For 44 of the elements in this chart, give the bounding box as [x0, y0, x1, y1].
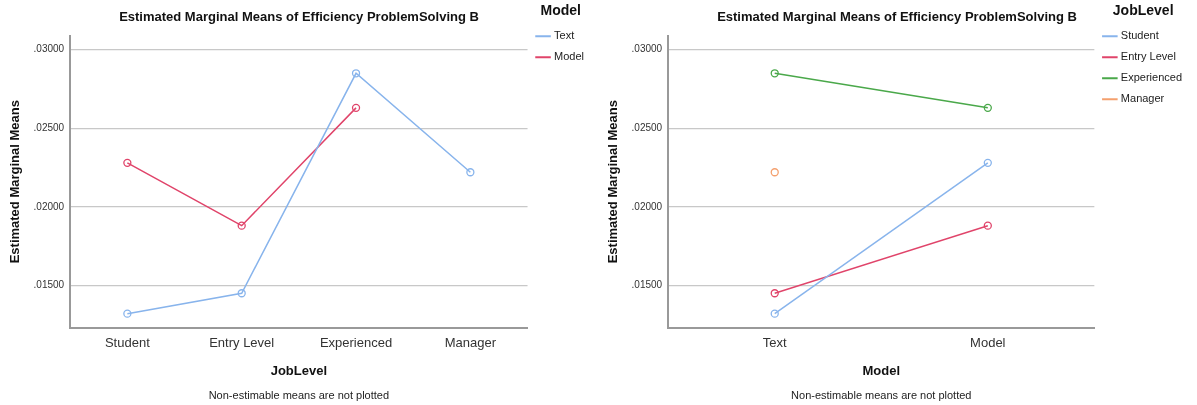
point [123, 309, 132, 318]
x-tick-label: Manager [444, 335, 497, 351]
y-tick-label: .02000 [631, 200, 663, 212]
x-axis-title: JobLevel [270, 362, 328, 378]
point [770, 309, 779, 318]
x-tick-label: Text [762, 335, 788, 351]
legend-title: JobLevel [1112, 1, 1174, 18]
y-tick-label: .03000 [33, 43, 65, 55]
point [237, 221, 246, 230]
text: Non-estimable means are not plotted [791, 388, 972, 401]
legend-label: Text [554, 29, 575, 42]
chart-title: Estimated Marginal Means of Efficiency ProblemSolving B [119, 9, 479, 25]
text: Non-estimable means are not plotted [208, 388, 390, 401]
legend-label: Experienced [1120, 71, 1183, 84]
x-tick-label: Model [970, 335, 1006, 351]
point [466, 168, 475, 177]
point [770, 168, 779, 177]
y-tick-label: .01500 [631, 279, 663, 291]
y-axis-title: Estimated Marginal Means [605, 100, 621, 264]
point [237, 289, 246, 298]
legend-title: Model [540, 1, 581, 18]
point [770, 69, 779, 78]
legend-label: Manager [1120, 92, 1165, 105]
point [983, 103, 992, 113]
legend-label: Student [1120, 29, 1159, 42]
x-tick-label: Entry Level [209, 335, 275, 351]
y-tick-label: .02500 [631, 122, 663, 134]
chart-title: Estimated Marginal Means of Efficiency ProblemSolving B [717, 9, 1077, 25]
x-axis-title: Model [862, 362, 901, 378]
point [123, 158, 132, 167]
point [351, 69, 361, 78]
point [770, 289, 779, 298]
point [983, 221, 992, 230]
point [351, 103, 361, 113]
y-axis-title: Estimated Marginal Means [7, 100, 23, 264]
x-tick-label: Experienced [319, 335, 393, 351]
y-tick-label: .01500 [33, 279, 65, 291]
point [983, 158, 992, 167]
y-tick-label: .02500 [33, 122, 65, 134]
legend-label: Model [554, 50, 585, 63]
x-tick-label: Student [104, 335, 151, 351]
y-tick-label: .03000 [631, 43, 663, 55]
y-tick-label: .02000 [33, 200, 65, 212]
legend-label: Entry Level [1120, 50, 1176, 63]
